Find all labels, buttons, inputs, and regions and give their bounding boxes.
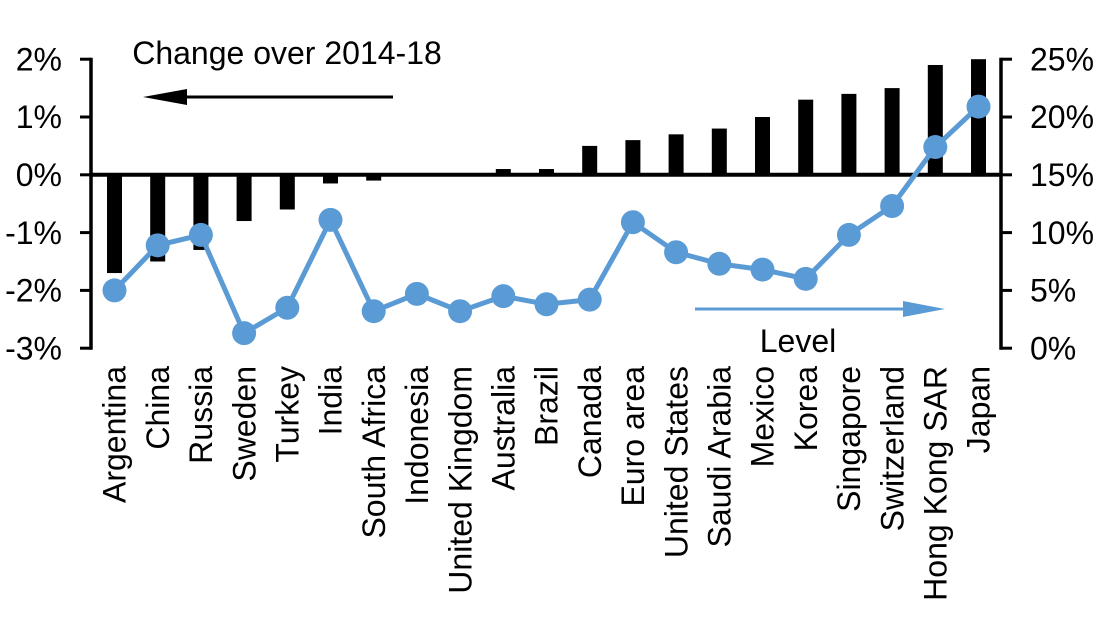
- right-axis-tick-label: 15%: [1030, 157, 1094, 193]
- level-marker-united-kingdom: [448, 299, 473, 324]
- level-marker-euro-area: [620, 210, 645, 235]
- bar-india: [323, 174, 338, 184]
- category-label-turkey: Turkey: [270, 366, 306, 463]
- level-marker-canada: [577, 287, 602, 312]
- left-series-title: Change over 2014-18: [132, 35, 442, 71]
- bar-singapore: [841, 93, 857, 175]
- right-axis-tick-label: 25%: [1030, 41, 1094, 77]
- category-label-united-states: United States: [658, 366, 694, 558]
- level-marker-turkey: [275, 295, 300, 320]
- category-label-russia: Russia: [183, 366, 219, 464]
- category-label-euro-area: Euro area: [615, 366, 651, 507]
- level-marker-japan: [966, 94, 991, 119]
- category-label-india: India: [313, 366, 349, 436]
- level-marker-switzerland: [880, 194, 905, 219]
- level-marker-argentina: [102, 278, 127, 303]
- category-label-switzerland: Switzerland: [874, 366, 910, 531]
- level-marker-sweden: [232, 321, 257, 346]
- category-label-brazil: Brazil: [529, 366, 565, 446]
- level-marker-singapore: [836, 222, 861, 247]
- chart-plot-area: 2% 1% 0% -1% -2% -3% 25% 20% 15% 10% 5% 0% Argentina…: [5, 41, 1094, 600]
- left-axis-tick-label: -3%: [5, 330, 62, 366]
- bar-canada: [582, 145, 598, 175]
- bar-turkey: [279, 174, 295, 210]
- level-marker-india: [318, 207, 343, 232]
- right-arrow-icon: [695, 301, 945, 317]
- bar-australia: [495, 169, 511, 175]
- category-label-mexico: Mexico: [745, 366, 781, 467]
- bar-euro-area: [625, 140, 641, 175]
- level-marker-hong-kong-sar: [923, 135, 948, 160]
- bar-brazil: [539, 169, 554, 175]
- left-axis-tick-label: 1%: [16, 99, 62, 135]
- category-label-canada: Canada: [572, 366, 608, 478]
- right-axis-tick-label: 20%: [1030, 99, 1094, 135]
- category-label-south-africa: South Africa: [356, 366, 392, 539]
- level-marker-united-states: [664, 240, 689, 265]
- category-label-united-kingdom: United Kingdom: [442, 366, 478, 594]
- category-label-hong-kong-sar: Hong Kong SAR: [918, 366, 954, 601]
- right-axis-tick-label: 10%: [1030, 215, 1094, 251]
- bar-switzerland: [884, 88, 900, 175]
- left-axis-tick-label: 2%: [16, 41, 62, 77]
- bar-korea: [798, 99, 814, 175]
- right-series-title: Level: [760, 323, 837, 359]
- bar-saudi-arabia: [711, 128, 727, 175]
- bar-argentina: [107, 174, 122, 274]
- level-marker-china: [145, 233, 170, 258]
- category-label-singapore: Singapore: [831, 366, 867, 512]
- category-label-saudi-arabia: Saudi Arabia: [702, 366, 738, 548]
- level-marker-russia: [188, 222, 213, 247]
- left-axis-tick-label: -2%: [5, 273, 62, 309]
- bar-mexico: [755, 117, 770, 175]
- level-marker-saudi-arabia: [707, 251, 732, 276]
- level-marker-indonesia: [404, 281, 429, 306]
- category-label-australia: Australia: [486, 366, 522, 491]
- bar-sweden: [236, 174, 252, 222]
- level-marker-korea: [793, 266, 818, 291]
- right-axis-tick-label: 5%: [1030, 273, 1076, 309]
- left-arrow-icon: [143, 89, 393, 105]
- level-marker-brazil: [534, 292, 559, 317]
- right-axis-tick-label: 0%: [1030, 330, 1076, 366]
- category-label-japan: Japan: [961, 366, 997, 453]
- left-axis-tick-label: -1%: [5, 215, 62, 251]
- left-axis-tick-label: 0%: [16, 157, 62, 193]
- level-marker-australia: [491, 284, 516, 309]
- category-label-argentina: Argentina: [97, 366, 133, 503]
- bar-south-africa: [366, 174, 382, 181]
- level-marker-mexico: [750, 257, 775, 282]
- category-label-sweden: Sweden: [226, 366, 262, 482]
- category-label-korea: Korea: [788, 366, 824, 452]
- level-marker-south-africa: [361, 299, 386, 324]
- bar-united-states: [668, 134, 684, 175]
- category-label-china: China: [140, 366, 176, 450]
- category-label-indonesia: Indonesia: [399, 366, 435, 505]
